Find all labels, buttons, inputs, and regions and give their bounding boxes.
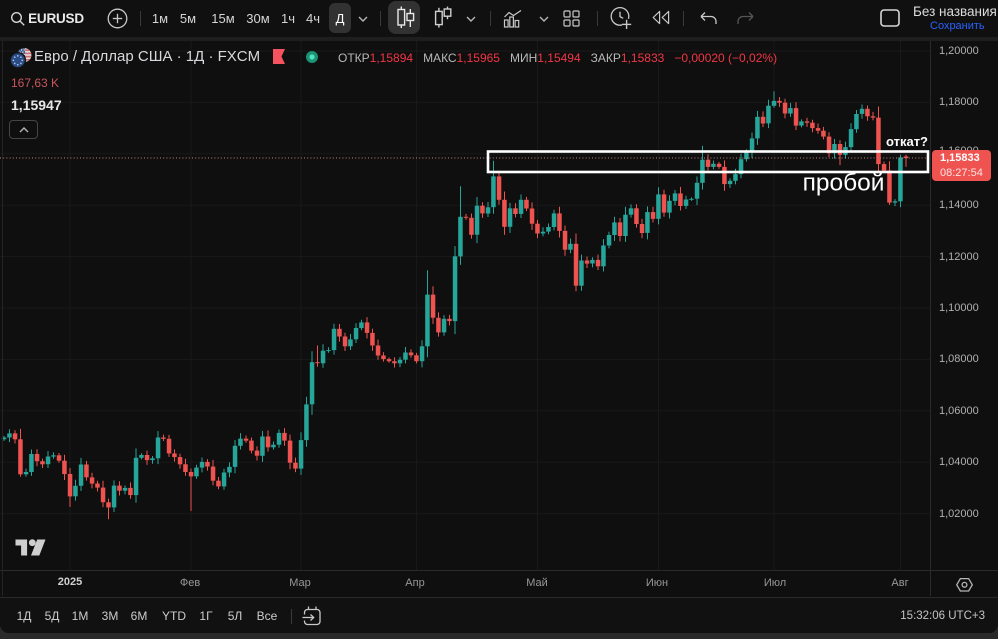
svg-text:откат?: откат? <box>886 134 928 149</box>
svg-text:пробой: пробой <box>803 170 885 197</box>
